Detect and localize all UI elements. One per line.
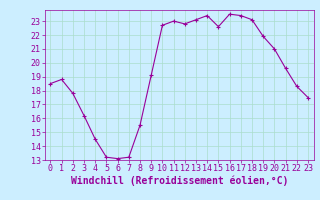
- X-axis label: Windchill (Refroidissement éolien,°C): Windchill (Refroidissement éolien,°C): [70, 176, 288, 186]
